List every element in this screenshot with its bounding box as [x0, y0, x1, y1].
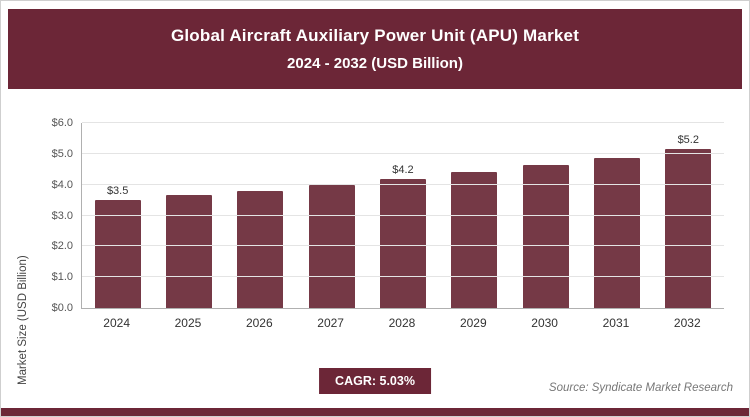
bars-container: $3.5 $4.2 $5.2: [82, 123, 724, 308]
y-tick-label: $3.0: [51, 209, 73, 222]
bar-value-label: $4.2: [392, 163, 414, 176]
x-tick-label: 2032: [673, 316, 701, 330]
y-tick-label: $5.0: [51, 147, 73, 160]
x-tick-label: 2031: [602, 316, 630, 330]
bar: [237, 190, 284, 308]
x-tick-label: 2029: [459, 316, 487, 330]
bar: [522, 164, 569, 308]
source-attribution: Source: Syndicate Market Research: [548, 382, 733, 394]
y-tick-label: $0.0: [51, 302, 73, 314]
gridline: [82, 245, 724, 247]
chart-title-line1: Global Aircraft Auxiliary Power Unit (AP…: [170, 26, 580, 45]
x-axis-tick-labels: 2024 2025 2026 2027 2028 2029 2030 2031 2032: [81, 316, 723, 330]
bar-cell: $3.5: [94, 123, 141, 308]
bar: [451, 172, 498, 308]
bar-cell: $5.2: [665, 123, 712, 308]
bar-cell: [593, 123, 640, 308]
bar-chart: Market Size (USD Billion) $0.0 $1.0 $2.0 $3…: [1, 106, 749, 385]
bottom-accent-strip: [1, 408, 749, 416]
x-tick-label: 2025: [174, 316, 202, 330]
bar-cell: [165, 123, 212, 308]
y-axis-title: Market Size (USD Billion): [17, 255, 29, 386]
plot-area: $3.5 $4.2 $5.2: [81, 122, 724, 309]
bar: [94, 200, 141, 308]
bar-cell: [522, 123, 569, 308]
gridline: [82, 183, 724, 185]
x-tick-label: 2027: [317, 316, 344, 330]
bar-cell: [451, 123, 498, 308]
y-tick-label: $2.0: [51, 240, 73, 253]
y-tick-label: $6.0: [51, 117, 73, 129]
x-tick-label: 2028: [388, 316, 416, 330]
gridline: [82, 152, 724, 154]
cagr-badge: CAGR: 5.03%: [319, 368, 431, 394]
y-tick-label: $1.0: [51, 271, 73, 284]
x-tick-label: 2024: [103, 316, 130, 330]
y-axis-tick-labels: $0.0 $1.0 $2.0 $3.0 $4.0 $5.0 $6.0: [37, 117, 79, 314]
chart-title-banner: Global Aircraft Auxiliary Power Unit (AP…: [8, 9, 742, 89]
bar: [665, 149, 712, 308]
bar: [379, 178, 426, 308]
gridline: [82, 122, 724, 123]
y-tick-label: $4.0: [51, 178, 73, 191]
x-tick-label: 2026: [245, 316, 273, 330]
bar: [165, 195, 212, 308]
bar-cell: $4.2: [379, 123, 426, 308]
gridline: [82, 214, 724, 216]
gridline: [82, 276, 724, 278]
bar-value-label: $3.5: [106, 185, 129, 198]
bar: [593, 158, 640, 308]
x-tick-label: 2030: [531, 316, 558, 330]
bar-cell: [308, 123, 355, 308]
chart-title-line2: 2024 - 2032 (USD Billion): [287, 55, 463, 72]
bar-value-label: $5.2: [677, 134, 699, 147]
bar-cell: [237, 123, 284, 308]
